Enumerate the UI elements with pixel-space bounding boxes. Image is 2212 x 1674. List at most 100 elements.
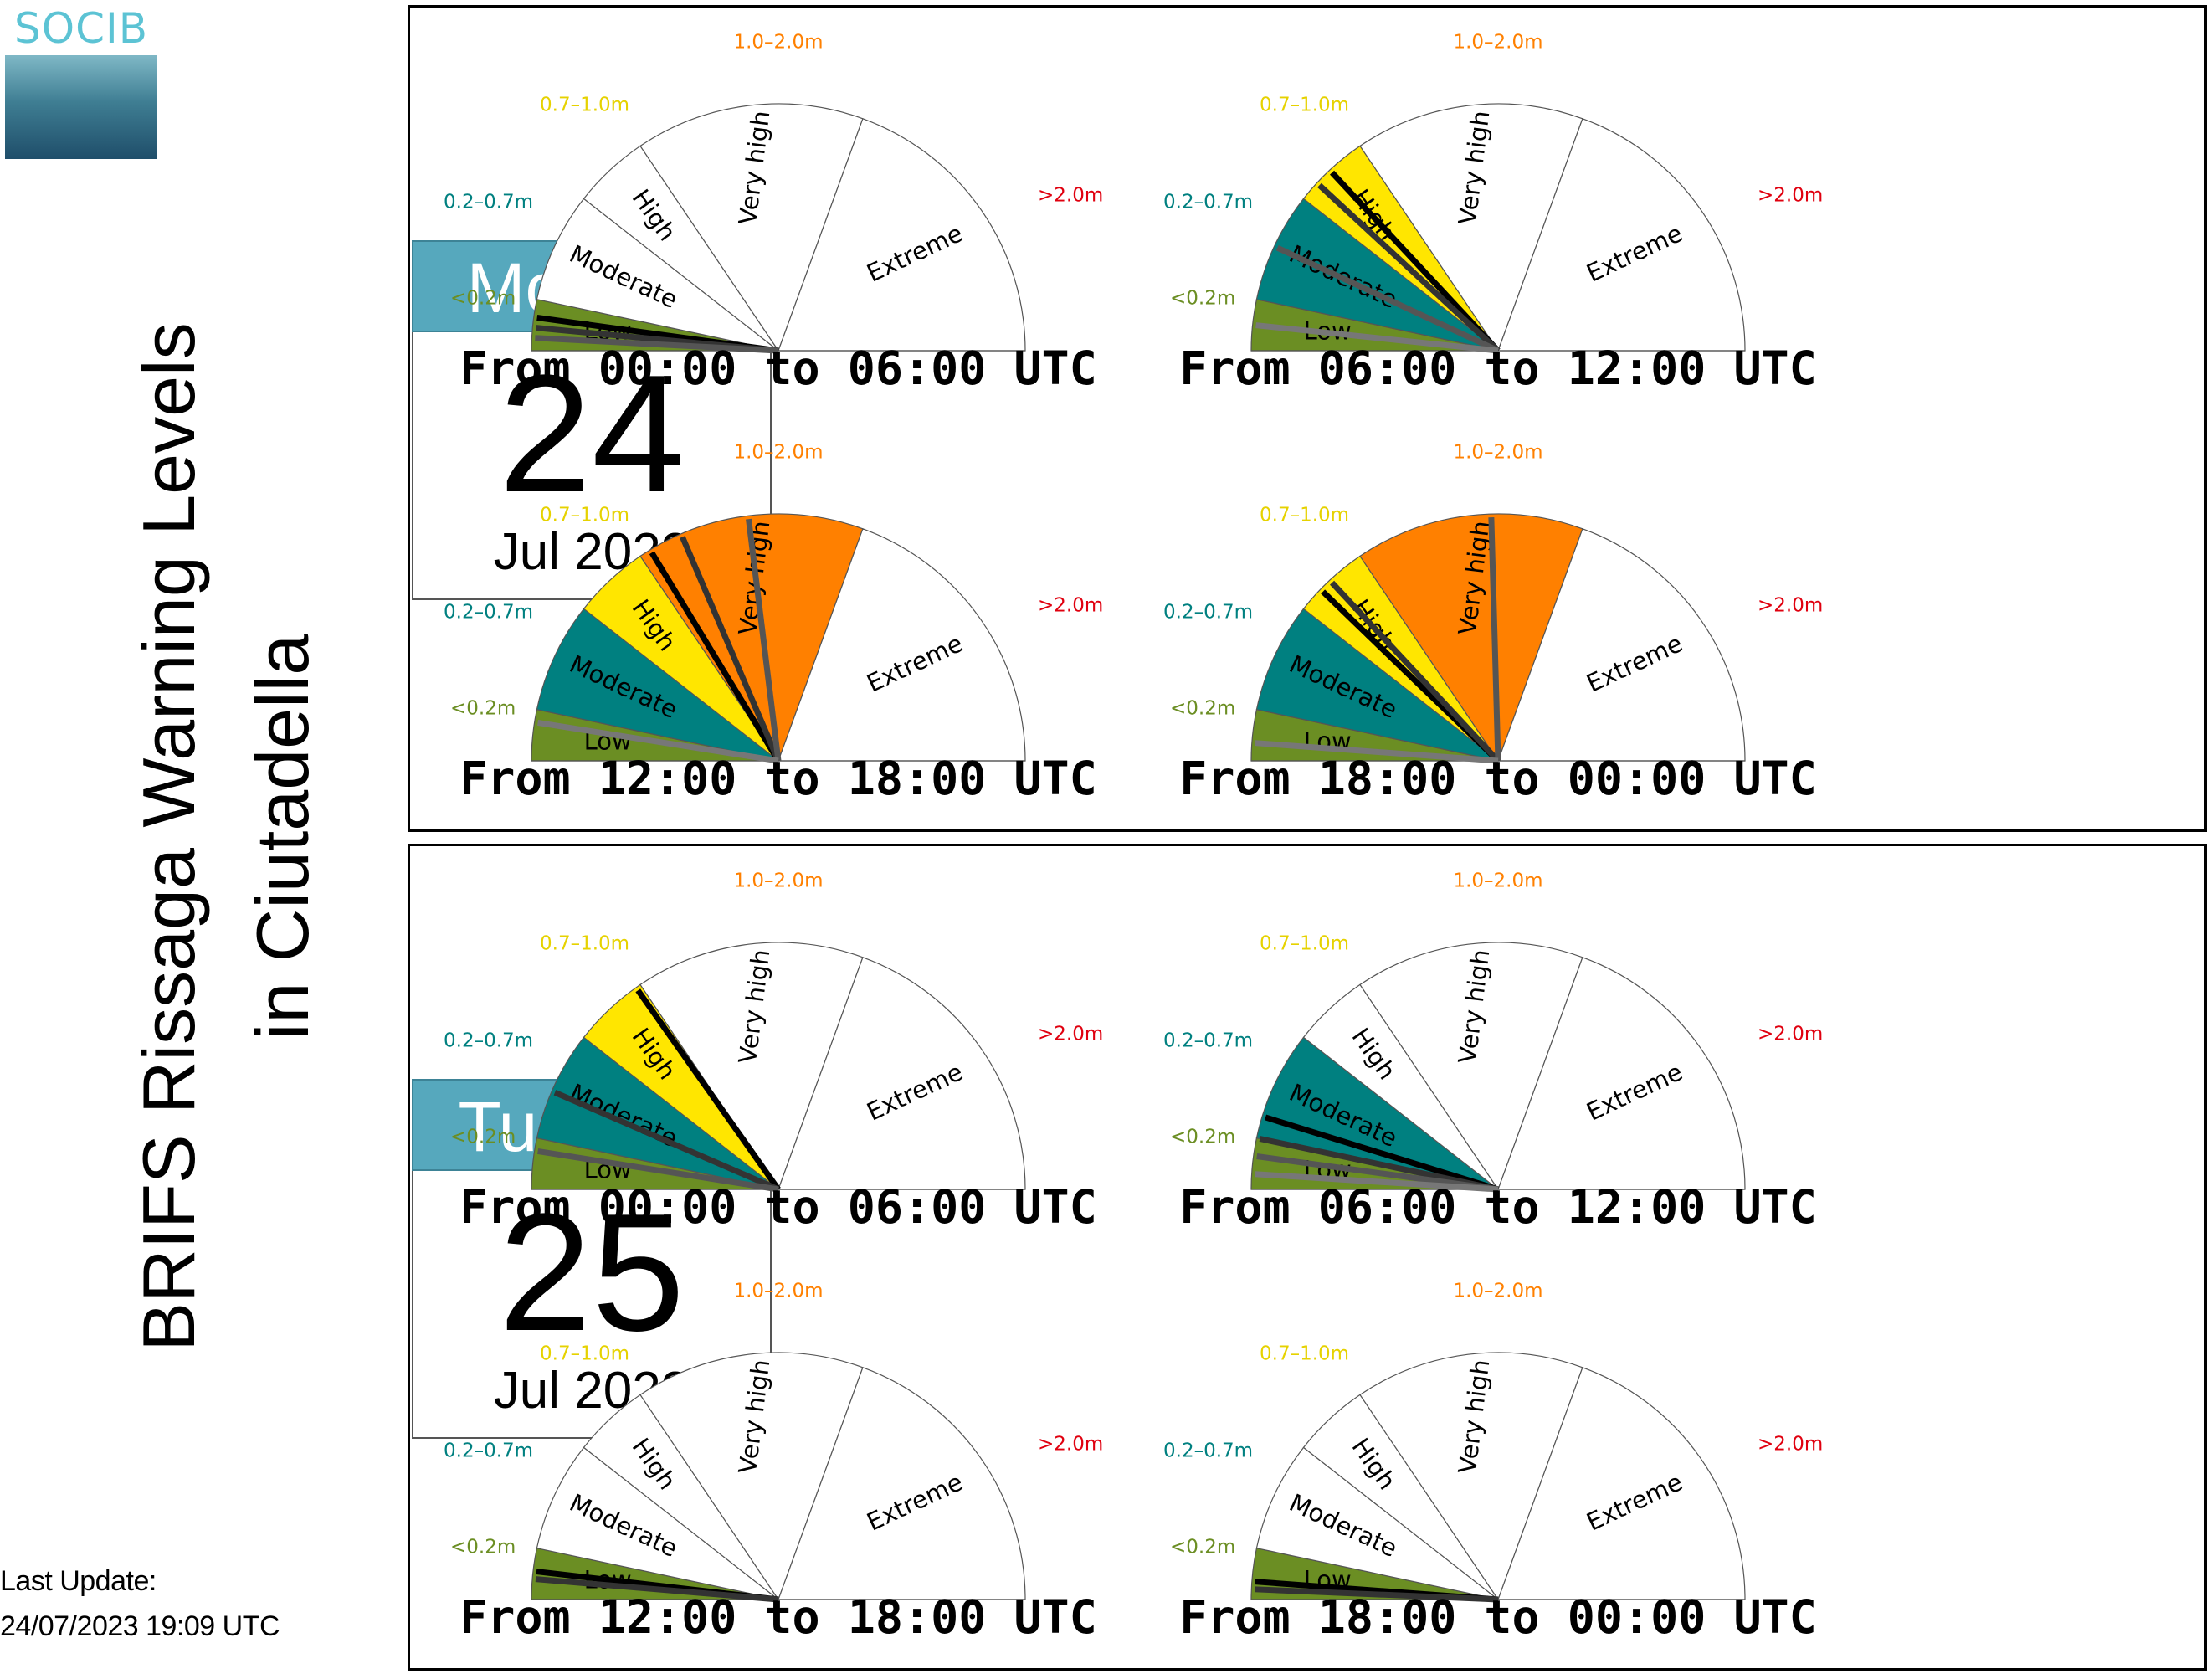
range-label-very-high: 1.0–2.0m: [733, 442, 823, 464]
range-label-low: <0.2m: [450, 698, 516, 720]
gauge-needle: [553, 1090, 780, 1193]
gauge-sector-very-high: [1359, 1352, 1583, 1601]
gauge-tuesday-3: Low Moderate High Very high Extreme <0.2m 0.2–…: [1138, 1273, 1858, 1654]
range-label-very-high: 1.0–2.0m: [1453, 870, 1542, 892]
gauge-needle: [746, 518, 782, 762]
gauge-sector-extreme: [1497, 528, 1746, 762]
gauge-monday-2: Low Moderate High Very high Extreme <0.2m 0.2–…: [418, 434, 1138, 815]
range-label-low: <0.2m: [450, 288, 516, 310]
gauge-monday-0: Low Moderate High Very high Extreme <0.2m 0.2–…: [418, 24, 1138, 405]
range-label-moderate: 0.2–0.7m: [444, 1440, 533, 1462]
gauge-tuesday-1: Low Moderate High Very high Extreme <0.2m 0.2–…: [1138, 863, 1858, 1244]
logo-wave-block: [5, 55, 157, 159]
day-panel-tuesday: Tuesday 25 Jul 2023 LowModerateHighVery …: [408, 844, 2207, 1671]
gauge-needle: [1264, 1114, 1500, 1193]
range-label-very-high: 1.0–2.0m: [733, 870, 823, 892]
socib-logo: SOCIB: [5, 5, 157, 159]
range-label-high: 0.7–1.0m: [540, 1343, 629, 1365]
range-label-low: <0.2m: [450, 1537, 516, 1558]
range-label-extreme: >2.0m: [1038, 1434, 1103, 1456]
gauge-needle: [1275, 244, 1500, 354]
gauge-sector-moderate: [1255, 1446, 1499, 1600]
gauge-sector-extreme: [778, 528, 1026, 762]
last-update-label: Last Update:: [0, 1565, 157, 1597]
range-label-very-high: 1.0–2.0m: [1453, 32, 1542, 54]
gauge-sector-very-high: [639, 942, 864, 1191]
gauge-needle: [1255, 740, 1499, 764]
gauge-sector-extreme: [778, 1367, 1026, 1600]
last-update: Last Update: 24/07/2023 19:09 UTC: [0, 1558, 280, 1649]
range-label-high: 0.7–1.0m: [540, 933, 629, 955]
gauge-needle: [1255, 1171, 1499, 1193]
page-title-line-1: BRIFS Rissaga Warning Levels: [127, 322, 210, 1352]
period-label: From 12:00 to 18:00 UTC: [459, 752, 1097, 805]
gauge-sector-very-high: [639, 1352, 864, 1601]
range-label-moderate: 0.2–0.7m: [1163, 1440, 1253, 1462]
range-label-moderate: 0.2–0.7m: [444, 1030, 533, 1052]
range-label-extreme: >2.0m: [1758, 1434, 1823, 1456]
range-label-moderate: 0.2–0.7m: [1163, 1030, 1253, 1052]
gauge-needle: [1255, 1586, 1499, 1603]
range-label-extreme: >2.0m: [1038, 185, 1103, 207]
range-label-very-high: 1.0–2.0m: [733, 32, 823, 54]
range-label-low: <0.2m: [1170, 1127, 1235, 1148]
gauge-needle: [537, 1148, 779, 1193]
gauge-sector-extreme: [778, 957, 1026, 1190]
range-label-moderate: 0.2–0.7m: [444, 192, 533, 213]
period-label: From 00:00 to 06:00 UTC: [459, 341, 1097, 395]
range-label-low: <0.2m: [450, 1127, 516, 1148]
gauge-sector-extreme: [1497, 118, 1746, 352]
gauge-needle: [1259, 1136, 1499, 1193]
range-label-high: 0.7–1.0m: [540, 505, 629, 526]
page-title: BRIFS Rissaga Warning Levels in Ciutadel…: [112, 251, 340, 1423]
range-label-extreme: >2.0m: [1758, 595, 1823, 617]
gauge-sector-moderate: [1255, 198, 1499, 352]
range-label-very-high: 1.0–2.0m: [1453, 1281, 1542, 1302]
gauge-sector-moderate: [1255, 608, 1499, 762]
range-label-low: <0.2m: [1170, 1537, 1235, 1558]
range-label-extreme: >2.0m: [1038, 595, 1103, 617]
gauge-needle: [537, 720, 779, 764]
last-update-value: 24/07/2023 19:09 UTC: [0, 1610, 280, 1642]
gauge-needle: [680, 536, 782, 763]
gauge-needle: [1329, 580, 1501, 763]
gauge-sector-moderate: [536, 1036, 779, 1190]
range-label-high: 0.7–1.0m: [1260, 505, 1349, 526]
gauge-needle: [1256, 1153, 1499, 1193]
gauge-needle: [535, 1576, 779, 1603]
range-label-low: <0.2m: [1170, 288, 1235, 310]
gauge-sector-very-high: [639, 103, 864, 352]
range-label-extreme: >2.0m: [1758, 1024, 1823, 1045]
day-number: 24: [498, 341, 685, 527]
gauge-sector-very-high: [1359, 103, 1583, 352]
period-label: From 00:00 to 06:00 UTC: [459, 1180, 1097, 1234]
range-label-high: 0.7–1.0m: [540, 95, 629, 116]
range-label-moderate: 0.2–0.7m: [1163, 192, 1253, 213]
logo-text: SOCIB: [13, 4, 149, 53]
gauge-sector-extreme: [1497, 1367, 1746, 1600]
period-label: From 18:00 to 00:00 UTC: [1179, 1590, 1817, 1644]
page-title-line-2: in Ciutadella: [241, 634, 324, 1040]
gauge-sector-moderate: [536, 198, 779, 352]
range-label-high: 0.7–1.0m: [1260, 933, 1349, 955]
gauge-needle: [1488, 517, 1501, 762]
gauge-needle: [535, 335, 779, 354]
gauge-sector-very-high: [1359, 942, 1583, 1191]
gauge-needle: [635, 988, 781, 1192]
period-label: From 18:00 to 00:00 UTC: [1179, 752, 1817, 805]
period-label: From 06:00 to 12:00 UTC: [1179, 341, 1817, 395]
gauge-sector-moderate: [536, 1446, 779, 1600]
gauge-needle: [1329, 170, 1501, 353]
range-label-extreme: >2.0m: [1758, 185, 1823, 207]
